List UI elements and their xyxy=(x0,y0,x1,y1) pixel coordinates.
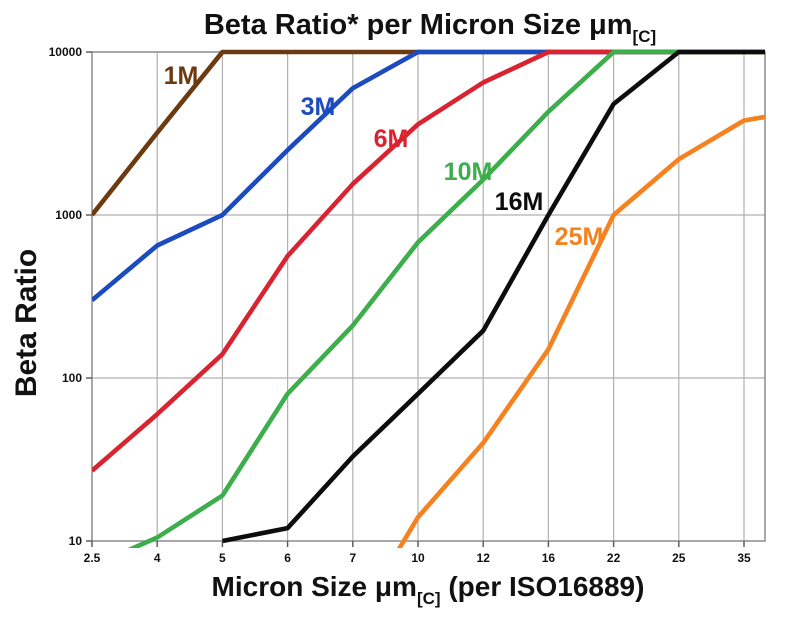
x-axis-title-post: (per ISO16889) xyxy=(441,571,645,602)
x-tick-label: 22 xyxy=(607,551,621,565)
x-tick-label: 12 xyxy=(477,551,491,565)
x-tick-label: 2.5 xyxy=(84,551,101,565)
y-axis-title: Beta Ratio xyxy=(10,249,43,397)
series-line-6M xyxy=(92,49,765,473)
y-tick-label: 10000 xyxy=(49,45,83,59)
y-tick-label: 10 xyxy=(69,534,83,548)
series-line-25M xyxy=(396,114,765,548)
x-tick-label: 6 xyxy=(284,551,291,565)
series-label-3M: 3M xyxy=(301,93,336,121)
y-tick-label: 100 xyxy=(62,371,82,385)
x-tick-label: 10 xyxy=(411,551,425,565)
series-label-6M: 6M xyxy=(374,125,409,153)
x-tick-label: 7 xyxy=(349,551,356,565)
x-tick-label: 35 xyxy=(737,551,751,565)
series-label-10M: 10M xyxy=(444,158,493,186)
series-line-10M xyxy=(127,49,765,548)
chart-title-subscript: [C] xyxy=(633,27,657,46)
series-label-25M: 25M xyxy=(555,223,604,251)
x-axis-title-main: Micron Size μm xyxy=(212,571,417,602)
series-label-16M: 16M xyxy=(495,188,544,216)
y-tick-label: 1000 xyxy=(55,208,82,222)
x-tick-label: 5 xyxy=(219,551,226,565)
x-tick-label: 25 xyxy=(672,551,686,565)
x-axis-title-subscript: [C] xyxy=(417,589,441,608)
series-layer xyxy=(92,49,765,548)
plot-border xyxy=(91,51,766,542)
series-line-16M xyxy=(221,49,765,544)
x-tick-label: 4 xyxy=(154,551,161,565)
x-axis-title: Micron Size μm[C] (per ISO16889) xyxy=(212,571,645,608)
chart-title-main: Beta Ratio* per Micron Size μm xyxy=(204,9,633,41)
chart-title: Beta Ratio* per Micron Size μm[C] xyxy=(204,9,656,46)
x-tick-label: 16 xyxy=(542,551,556,565)
series-label-1M: 1M xyxy=(164,62,199,90)
